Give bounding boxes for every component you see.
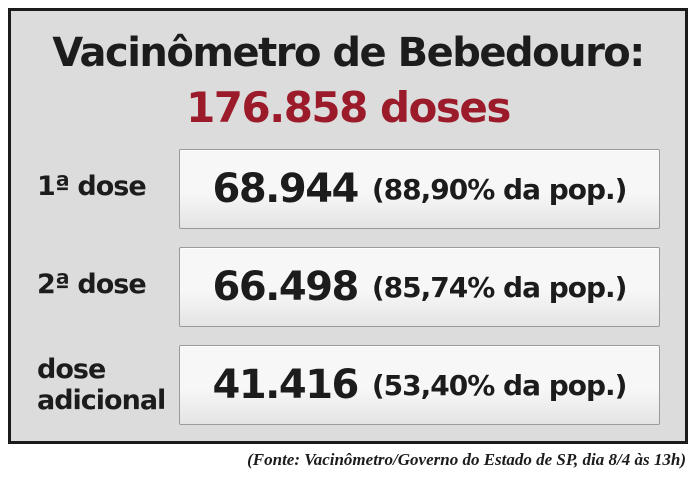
- row-label-line: dose: [37, 354, 106, 385]
- row-label-second-dose: 2ª dose: [37, 269, 147, 300]
- first-dose-percent: (88,90% da pop.): [371, 172, 628, 206]
- panel-title: Vacinômetro de Bebedouro:: [52, 30, 645, 76]
- first-dose-number: 68.944: [212, 166, 360, 212]
- row-label-additional-dose: dose adicional: [37, 354, 166, 416]
- additional-dose-number: 41.416: [212, 362, 360, 408]
- second-dose-box: 66.498 (85,74% da pop.): [179, 247, 660, 327]
- total-doses: 176.858 doses: [186, 83, 511, 132]
- row-label-first-dose: 1ª dose: [37, 171, 147, 202]
- additional-dose-percent: (53,40% da pop.): [371, 368, 628, 402]
- second-dose-percent: (85,74% da pop.): [371, 270, 628, 304]
- source-note: (Fonte: Vacinômetro/Governo do Estado de…: [247, 450, 686, 469]
- additional-dose-box: 41.416 (53,40% da pop.): [179, 345, 660, 425]
- row-label-line: 2ª dose: [37, 269, 147, 300]
- row-label-line: adicional: [37, 385, 166, 416]
- row-label-line: 1ª dose: [37, 171, 147, 202]
- vaccination-panel: Vacinômetro de Bebedouro: 176.858 doses …: [8, 8, 688, 444]
- second-dose-number: 66.498: [212, 264, 360, 310]
- first-dose-box: 68.944 (88,90% da pop.): [179, 149, 660, 229]
